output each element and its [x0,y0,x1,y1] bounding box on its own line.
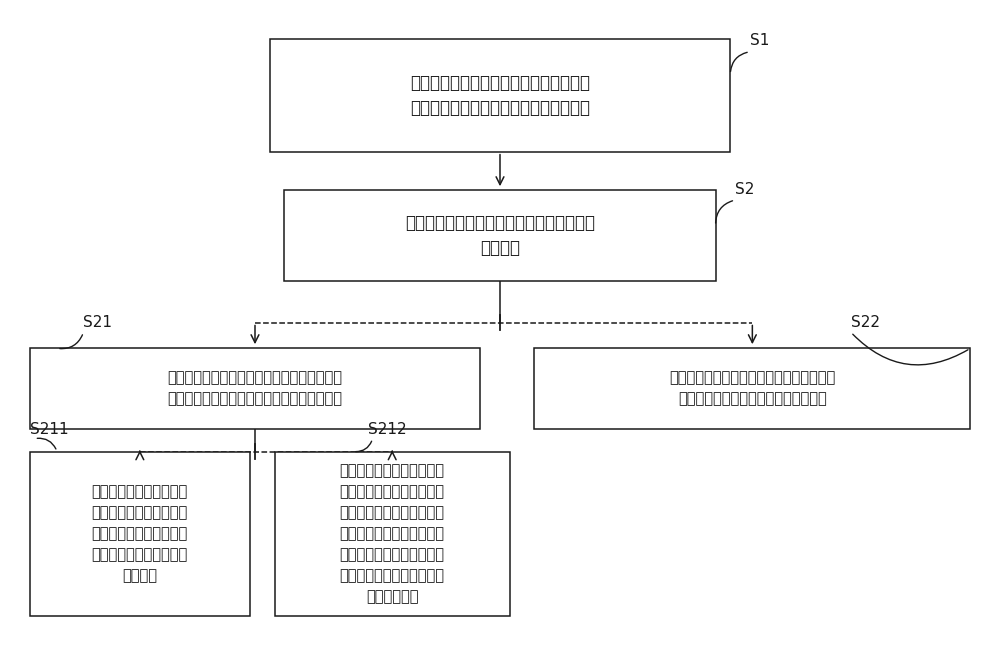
Text: 在多筒衣物处理设备开机的情形下，获取
所有压感开关在预设时间段内的供电记录: 在多筒衣物处理设备开机的情形下，获取 所有压感开关在预设时间段内的供电记录 [410,74,590,116]
Text: S212: S212 [368,422,406,438]
Text: S2: S2 [735,182,755,197]
Text: S1: S1 [750,34,769,49]
Text: 如果获取到多个压感开关的
供电记录，则进一步判断这
些供电记录获取的先后顺序
，并根据这些供电记录获取
的先后顺序依次将多个压感
开关所对应的衣物处理筒的
控制: 如果获取到多个压感开关的 供电记录，则进一步判断这 些供电记录获取的先后顺序 ，… [340,463,445,604]
Text: S21: S21 [84,315,112,330]
Text: S211: S211 [30,422,68,438]
FancyBboxPatch shape [284,190,716,281]
Text: 如果未获取到任何供电记录，将未设置压感
开关对应的衣物处理筒的控制界面显示: 如果未获取到任何供电记录，将未设置压感 开关对应的衣物处理筒的控制界面显示 [669,370,835,407]
FancyBboxPatch shape [270,39,730,152]
Text: 如果获取到一个压感开关
的供电记录，则将该获取
到供电记录的压感开关所
对应的衣物处理筒的控制
界面显示: 如果获取到一个压感开关 的供电记录，则将该获取 到供电记录的压感开关所 对应的衣… [92,484,188,583]
FancyBboxPatch shape [30,348,480,429]
Text: 如果获取到供电记录，则将获取到供电记录的
压感开关所对应的衣物处理筒的控制界面显示: 如果获取到供电记录，则将获取到供电记录的 压感开关所对应的衣物处理筒的控制界面显… [168,370,342,407]
FancyBboxPatch shape [534,348,970,429]
FancyBboxPatch shape [275,451,510,616]
FancyBboxPatch shape [30,451,250,616]
Text: S22: S22 [851,315,880,330]
Text: 根据获取结果，将对应的衣物处理筒的控制
界面显示: 根据获取结果，将对应的衣物处理筒的控制 界面显示 [405,214,595,257]
